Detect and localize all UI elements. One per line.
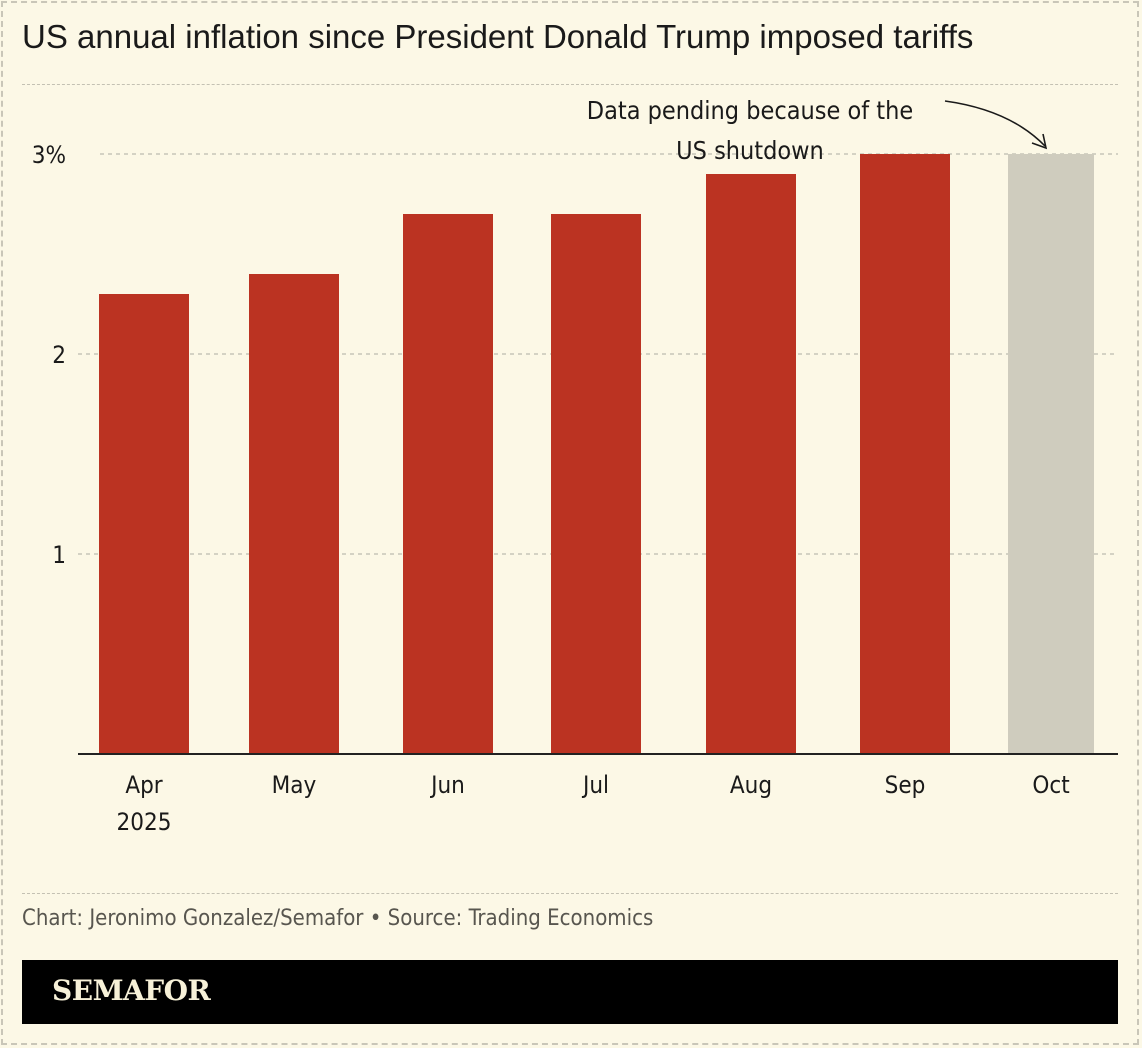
y-tick-label: 1 xyxy=(52,541,66,569)
x-tick-label: Apr xyxy=(125,771,162,799)
footer-credit: Chart: Jeronimo Gonzalez/Semafor • Sourc… xyxy=(22,906,654,931)
x-tick-label: Aug xyxy=(730,771,772,799)
bar-chart: 1 2 3% Apr 2025 May Jun Jul Aug Sep Oct Data pendin… xyxy=(32,96,1118,836)
x-tick-label: May xyxy=(272,771,317,799)
y-tick-label: 2 xyxy=(52,341,66,369)
bar-apr xyxy=(99,294,189,754)
semafor-logo: SEMAFOR xyxy=(52,974,211,1007)
x-tick-label: Sep xyxy=(885,771,926,799)
arrowhead-icon xyxy=(1031,133,1048,150)
title-divider xyxy=(22,84,1118,85)
bar-oct xyxy=(1008,154,1094,754)
bar-jun xyxy=(403,214,493,754)
annotation-arrow xyxy=(944,100,1046,147)
x-tick-label: Jul xyxy=(581,771,609,799)
bar-jul xyxy=(551,214,641,754)
x-tick-label: Oct xyxy=(1032,771,1069,799)
x-tick-label: Jun xyxy=(429,771,465,799)
brand-bar: SEMAFOR xyxy=(22,960,1118,1024)
y-tick-label: 3% xyxy=(32,141,66,169)
bar-may xyxy=(249,274,339,754)
annotation-text: Data pending because of the xyxy=(587,96,913,125)
bar-aug xyxy=(706,174,796,754)
annotation-text: US shutdown xyxy=(676,136,824,165)
bar-sep xyxy=(860,154,950,754)
footer-divider xyxy=(22,893,1118,894)
x-tick-label: 2025 xyxy=(117,808,172,836)
chart-title: US annual inflation since President Dona… xyxy=(22,18,974,55)
